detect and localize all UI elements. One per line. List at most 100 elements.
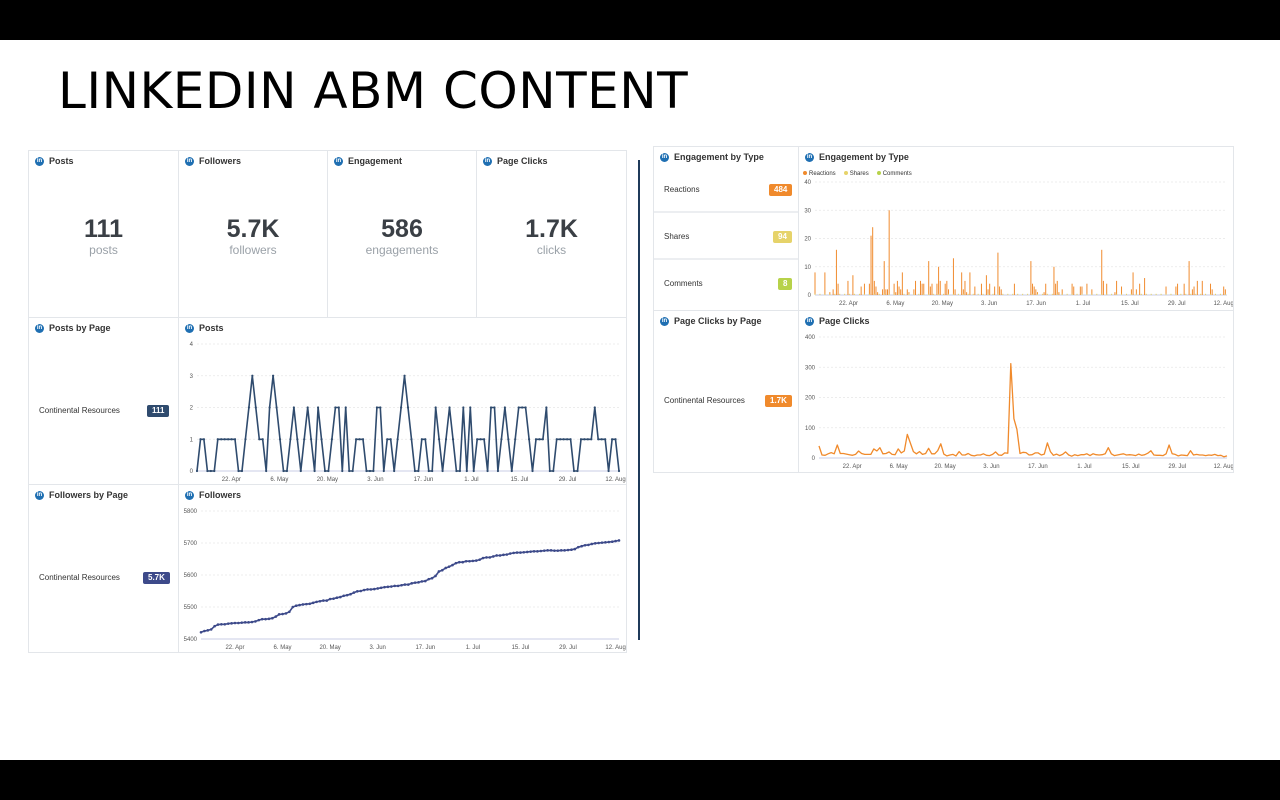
data-point — [420, 438, 423, 441]
data-point — [525, 550, 529, 554]
shares-label[interactable]: Shares — [664, 232, 690, 241]
bar — [997, 252, 999, 295]
bar — [938, 293, 940, 295]
data-point — [541, 438, 545, 441]
bar — [1210, 283, 1212, 295]
data-point — [199, 438, 202, 441]
legend-item-shares[interactable]: Shares — [843, 171, 869, 177]
data-point — [502, 553, 505, 557]
data-point — [427, 577, 430, 581]
data-point — [386, 438, 389, 441]
bar — [832, 289, 834, 295]
panel-header: in Followers by Page — [35, 490, 128, 500]
data-point — [542, 549, 546, 552]
bar — [977, 293, 979, 295]
data-point — [396, 438, 399, 441]
data-point — [604, 541, 607, 544]
data-point — [522, 550, 526, 554]
bar — [873, 293, 875, 295]
bar — [824, 272, 826, 295]
data-point — [278, 438, 282, 441]
bar — [1079, 286, 1081, 295]
bar — [1000, 289, 1002, 295]
data-point — [539, 549, 543, 553]
followers-chart-panel: in Followers 5400 5500 5600 5700 5800 22. Apr 6… — [178, 484, 627, 653]
data-point — [573, 547, 577, 551]
page-clicks-by-page-panel: in Page Clicks by Page Continental Resour… — [653, 310, 799, 473]
bar — [1096, 293, 1098, 295]
data-point — [330, 438, 334, 441]
x-tick-label: 20. May — [932, 301, 953, 307]
bar — [928, 293, 930, 295]
legend-item-reactions[interactable]: Reactions — [803, 171, 836, 177]
data-point — [512, 551, 515, 555]
bar — [1145, 293, 1147, 295]
bar — [957, 293, 959, 295]
bar — [1196, 280, 1198, 295]
x-tick-label: 1. Jul — [466, 645, 480, 651]
data-point — [583, 438, 586, 441]
bar — [944, 283, 946, 295]
data-point — [431, 469, 434, 473]
bar — [952, 258, 954, 295]
data-point — [462, 406, 465, 409]
bar — [1086, 283, 1088, 295]
bar — [928, 261, 930, 295]
data-point — [476, 438, 479, 441]
data-point — [294, 604, 298, 608]
bar — [1101, 249, 1103, 295]
y-tick-label: 10 — [804, 265, 811, 271]
data-point — [345, 593, 349, 597]
bar — [863, 293, 865, 295]
data-point — [474, 559, 478, 562]
x-tick-label: 3. Jun — [983, 464, 999, 470]
y-tick-label: 0 — [808, 293, 812, 299]
data-point — [461, 560, 464, 564]
data-point — [327, 469, 330, 473]
bar — [1061, 293, 1063, 295]
bar — [849, 293, 851, 295]
bar — [1195, 293, 1197, 295]
bar — [1165, 286, 1167, 295]
data-point — [471, 559, 475, 563]
metric-title: Page Clicks — [497, 156, 548, 166]
bar — [1106, 283, 1108, 295]
data-point — [361, 438, 365, 441]
data-point — [298, 603, 301, 607]
reactions-badge: 484 — [769, 184, 793, 196]
data-point — [423, 579, 427, 583]
data-point — [548, 469, 551, 473]
data-point — [576, 545, 580, 549]
reactions-label[interactable]: Reactions — [664, 185, 700, 194]
metric-value: 111 — [84, 215, 123, 243]
series-line — [818, 362, 1228, 458]
page-label[interactable]: Continental Resources — [664, 396, 745, 405]
bar — [900, 289, 902, 295]
bar — [883, 261, 885, 295]
bar — [974, 286, 976, 295]
x-tick-label: 17. Jun — [415, 645, 435, 651]
bar — [913, 289, 915, 295]
bar — [1140, 293, 1142, 295]
metric-card-engagement: in Engagement 586 engagements — [327, 150, 477, 318]
data-point — [237, 621, 240, 625]
bar — [1032, 293, 1034, 295]
bar — [999, 286, 1001, 295]
bar — [1106, 293, 1108, 295]
metric-title: Posts — [49, 156, 74, 166]
data-point — [349, 592, 352, 596]
linkedin-icon: in — [805, 152, 814, 162]
comments-label[interactable]: Comments — [664, 279, 703, 288]
panel-header: in Posts — [185, 323, 224, 333]
x-tick-label: 22. Apr — [225, 645, 244, 651]
data-point — [593, 542, 597, 545]
panel-header: in Followers — [185, 156, 241, 166]
data-point — [593, 406, 596, 409]
page-label[interactable]: Continental Resources — [39, 406, 120, 415]
data-point — [410, 438, 413, 441]
data-point — [288, 610, 291, 614]
data-point — [389, 438, 392, 441]
legend-item-comments[interactable]: Comments — [876, 171, 912, 177]
page-label[interactable]: Continental Resources — [39, 573, 120, 582]
bar — [1030, 261, 1032, 295]
